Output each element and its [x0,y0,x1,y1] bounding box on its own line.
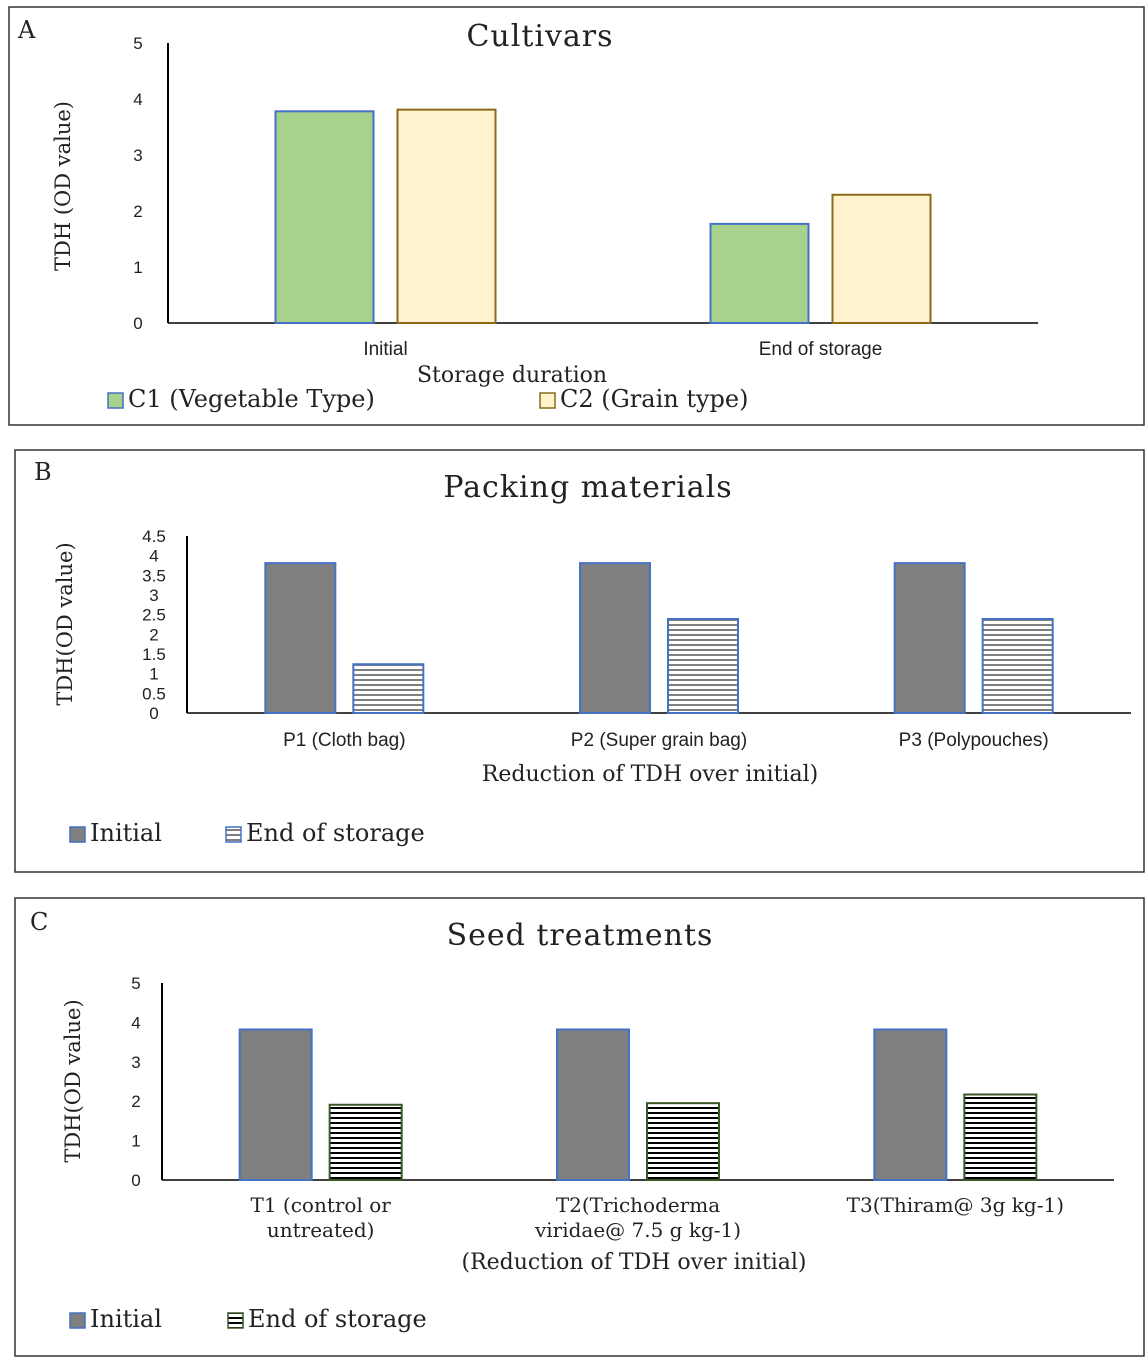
y-tick-label: 2 [149,625,158,644]
x-tick-label: T3(Thiram@ 3g kg-1) [847,1193,1064,1217]
x-axis-label: Reduction of TDH over initial) [482,762,818,787]
x-tick-label: P2 (Super grain bag) [571,730,747,751]
x-tick-label: untreated) [267,1218,375,1242]
bar-2-3 [963,1093,1038,1181]
y-tick-label: 2.5 [142,606,166,625]
y-tick-label: 3 [149,586,158,605]
y-axis-label: TDH (OD value) [51,101,75,271]
chart-a: A Cultivars 0 1 2 3 4 5 TDH (OD value) Initial End… [8,6,1145,426]
x-tick-label: P3 (Polypouches) [899,730,1049,751]
bar-2-1 [396,108,497,324]
y-tick-label: 0 [131,1171,140,1190]
y-tick-label: 1 [131,1132,140,1151]
chart-b: B Packing materials 00.511.522.533.544.5 TD… [14,449,1145,873]
panel-label: B [34,458,52,486]
legend-label: End of storage [246,819,425,847]
y-tick-label: 1.5 [142,645,166,664]
panel-border [14,897,1145,1357]
bar-1-2 [556,1028,630,1181]
chart-title: Cultivars [466,19,613,54]
panel-border [8,6,1145,426]
legend-swatch [539,392,556,409]
y-tick-label: 0 [133,314,142,333]
y-tick-label: 0 [149,704,158,723]
panel-a: A Cultivars 0 1 2 3 4 5 TDH (OD value) Initial End… [8,6,1145,426]
y-tick-label: 3 [133,146,142,165]
legend-swatch [69,826,86,843]
legend-label: C2 (Grain type) [560,385,748,413]
legend-swatch [107,392,124,409]
legend-label: Initial [90,819,162,847]
x-tick-label: P1 (Cloth bag) [283,730,406,751]
legend-label: C1 (Vegetable Type) [128,385,375,413]
y-tick-label: 2 [133,202,142,221]
bar-1-3 [873,1028,948,1181]
panel-label: A [17,16,36,44]
panel-b: B Packing materials 0 0.5 1 1.5 2 2.5 3 3.5 4 4.5 TD… [14,449,1145,873]
y-tick-label: 3.5 [142,566,166,585]
chart-c: C Seed treatments 0 1 2 3 4 5 TDH(OD value) T1 (c… [14,897,1145,1357]
panel-border [14,449,1145,873]
y-axis-label: TDH(OD value) [53,542,77,705]
x-tick-label: End of storage [759,339,883,360]
bar-2-2 [667,617,739,714]
y-tick-label: 4 [131,1013,140,1032]
legend-swatch [225,826,242,843]
y-tick-label: 1 [149,665,158,684]
y-tick-label: 4.5 [142,527,166,546]
legend-swatch [227,1312,244,1329]
x-tick-label: T1 (control or [250,1193,391,1217]
bar-1-1 [274,110,375,324]
x-axis-label: Storage duration [417,363,607,388]
bar-2-1 [328,1103,403,1181]
bar-1-1 [238,1028,313,1181]
panel-c: C Seed treatments 0 1 2 3 4 5 TDH(OD value) T1 (c… [14,897,1145,1357]
y-tick-label: 5 [131,974,140,993]
bar-2-2 [646,1102,720,1181]
x-tick-label: T2(Trichoderma [556,1193,720,1217]
y-tick-label: 4 [133,90,142,109]
bar-2-2 [831,193,932,324]
y-tick-label: 0.5 [142,684,166,703]
y-tick-label: 5 [133,34,142,53]
y-tick-label: 3 [131,1053,140,1072]
chart-title: Packing materials [443,470,732,505]
y-tick-label: 2 [131,1092,140,1111]
chart-title: Seed treatments [447,918,714,953]
y-tick-label: 1 [133,258,142,277]
bar-1-3 [893,562,966,714]
x-tick-label: viridae@ 7.5 g kg-1) [534,1218,741,1242]
legend-label: End of storage [248,1305,427,1333]
bar-1-2 [709,222,810,325]
legend-swatch [69,1312,86,1329]
y-axis-label: TDH(OD value) [61,999,85,1162]
panel-label: C [30,908,48,936]
x-axis-label: (Reduction of TDH over initial) [462,1250,807,1275]
bar-2-3 [981,617,1054,714]
y-tick-label: 4 [149,547,158,566]
bar-1-1 [264,562,337,714]
bar-2-1 [352,663,425,715]
legend-label: Initial [90,1305,162,1333]
x-tick-label: Initial [363,339,407,360]
bar-1-2 [579,562,651,714]
